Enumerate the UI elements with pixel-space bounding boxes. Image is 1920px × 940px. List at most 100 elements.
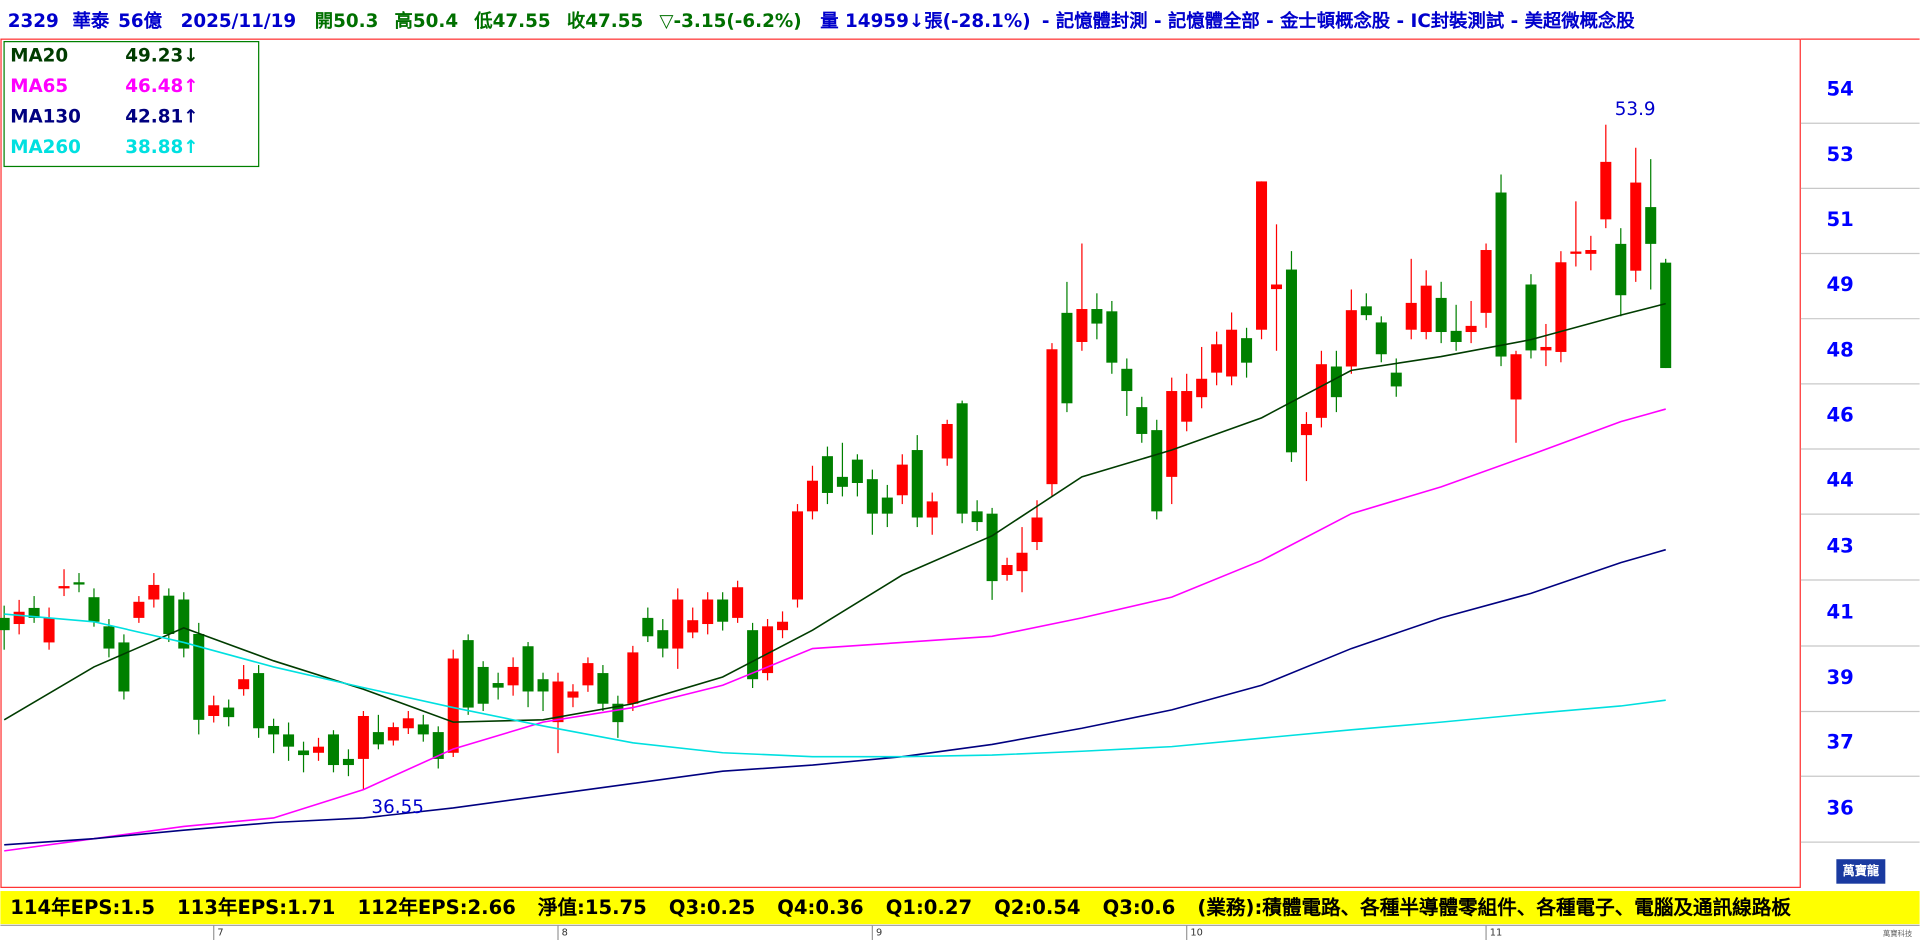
candle-body [597,673,609,704]
header: 2329 華泰 56億 2025/11/19 開50.3 高50.4 低47.5… [8,10,1636,32]
candle-body [582,663,594,686]
legend-name: MA130 [10,107,81,128]
candle-body [1151,430,1163,512]
logo-box [1836,859,1886,884]
candle-body [1091,309,1103,324]
candle-body [612,703,624,723]
candle-body [1166,391,1178,477]
candle-body [312,746,325,753]
candle-body [911,450,923,518]
legend-value: 46.48↑ [125,76,198,97]
candle-body [956,403,968,514]
candle-body [43,617,55,643]
price-annotation: 36.55 [371,797,424,818]
footer: 114年EPS:1.5 113年EPS:1.71 112年EPS:2.66 淨值:15… [10,896,1791,919]
candle-body [1121,368,1133,392]
candle-body [223,707,235,718]
candle-body [1480,250,1492,313]
x-tick-label: 9 [876,928,882,939]
candle-body [342,758,354,766]
candle-body [357,715,369,759]
legend-name: MA20 [10,45,68,66]
legend [3,41,260,168]
candle-body [58,586,70,589]
candle-body [1510,354,1522,400]
price-annotation: 53.9 [1615,99,1656,120]
candle-body [118,642,130,692]
logo: 萬寶龍 [1843,863,1880,878]
x-tick-label: 11 [1490,928,1502,939]
footer-item: Q1:0.27 [886,896,972,919]
legend-value: 49.23↓ [125,45,198,66]
candle-body [193,633,205,720]
candle-body [1555,262,1567,352]
candle-body [537,679,549,692]
y-tick-label: 53 [1827,143,1854,166]
footer-item: Q3:0.6 [1103,896,1176,919]
ma-line [4,548,1666,846]
plot-frame [0,38,1801,888]
close-price: 收47.55 [567,10,643,32]
candle-body [672,599,684,649]
candle-body [1315,364,1327,418]
candle-body [1660,262,1672,369]
candle-body [851,459,863,484]
candle-body [791,511,804,600]
candle-body [417,724,429,735]
candle-body [552,681,564,723]
candle-body [1390,372,1402,387]
candle-body [1375,322,1387,355]
y-tick-label: 37 [1827,731,1854,754]
candle-body [1450,330,1462,342]
candle-body [253,673,265,729]
candle-body [1256,181,1268,330]
candle-body [462,640,474,708]
candle-body [178,599,190,649]
candle-body [1031,517,1043,543]
candle-body [1106,311,1118,363]
candle-body [1181,391,1193,422]
candle-body [732,587,744,618]
candle-body [73,582,85,585]
candle-body [1585,250,1597,254]
candle-body [1540,346,1552,351]
candle-body [28,607,40,618]
candle-body [447,658,459,753]
candle-body [1136,407,1148,434]
high-price: 高50.4 [395,10,459,32]
candle-body [1270,284,1283,290]
legend-value: 42.81↑ [125,107,198,128]
candle-body [1645,207,1657,244]
candle-body [1465,325,1477,333]
candle-body [477,666,489,704]
candle-body [1435,297,1447,333]
candle-body [881,497,893,514]
candle-body [283,734,295,747]
candle-body [866,479,878,514]
candle-body [1016,552,1028,572]
candle-body [522,646,534,692]
ma-line [3,302,1666,723]
candle-body [717,599,729,622]
candle-body [1196,378,1208,398]
candle-body [1360,306,1372,316]
candle-body [1615,243,1627,296]
candle-body [941,423,953,459]
footer-item: Q4:0.36 [777,896,863,919]
candle-body [1600,161,1612,220]
legend-items: MA20 49.23↓ MA65 46.48↑ MA130 42.81↑ MA260 38.8… [10,45,198,158]
candle-body [642,617,654,637]
candle-body [238,679,250,690]
candle-body [747,630,759,680]
x-tick-label: 7 [217,928,223,939]
candle-body [567,691,579,698]
candle-body [762,626,774,674]
y-tick-label: 44 [1827,469,1854,492]
footer-item: Q3:0.25 [669,896,755,919]
footer-item: Q2:0.54 [994,896,1080,919]
footer-item: 113年EPS:1.71 [177,896,335,919]
candle-body [163,595,175,634]
candle-body [1330,366,1342,398]
